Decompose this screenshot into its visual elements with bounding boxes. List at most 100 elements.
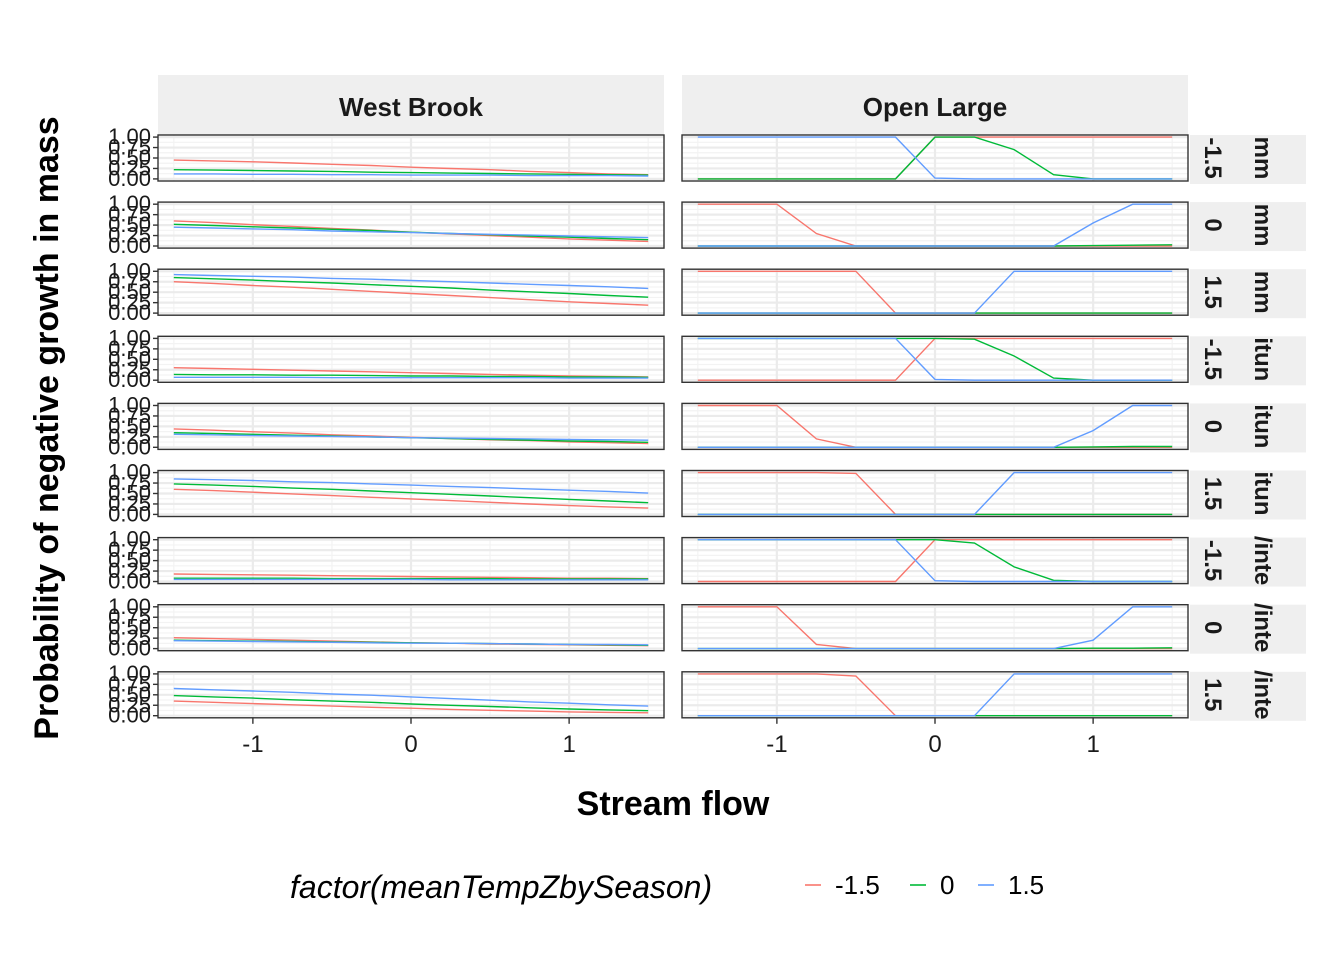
series-line-1_5 xyxy=(697,539,1173,583)
y-tick-label: 0.50 xyxy=(108,279,151,304)
chart-panels: 0.000.250.500.751.000.000.250.500.751.00… xyxy=(108,124,1189,728)
row-strip xyxy=(1190,537,1306,587)
series-line-1_5 xyxy=(697,404,1173,448)
panel xyxy=(681,604,1189,652)
row-strip xyxy=(1190,470,1306,520)
panel: 0.000.250.500.751.00 xyxy=(108,594,665,661)
y-tick-label: 0.50 xyxy=(108,212,151,237)
series-line-neg1_5 xyxy=(173,573,649,580)
row-strip xyxy=(1190,202,1306,252)
row-strip-season-label: /inte xyxy=(1249,536,1276,585)
row-strip-temp-label: 1.5 xyxy=(1199,276,1226,309)
series-line-1_5 xyxy=(173,687,649,707)
series-line-1_5 xyxy=(697,471,1173,516)
row-strip-season-label: mm xyxy=(1249,271,1276,314)
y-tick-label: 0.75 xyxy=(108,269,151,294)
y-tick-label: 0.00 xyxy=(108,636,151,661)
column-strip xyxy=(158,75,664,135)
row-strip-temp-label: 1.5 xyxy=(1199,678,1226,711)
panel-border xyxy=(681,469,1189,518)
y-tick-label: 1.00 xyxy=(108,325,151,350)
y-tick-label: 0.50 xyxy=(108,413,151,438)
y-tick-label: 0.75 xyxy=(108,537,151,562)
row-strip-season-label: mm xyxy=(1249,204,1276,247)
y-tick-label: 0.75 xyxy=(108,336,151,361)
y-tick-label: 0.00 xyxy=(108,703,151,728)
panel-border xyxy=(681,402,1189,451)
legend-label: 0 xyxy=(940,870,954,900)
series-line-1_5 xyxy=(697,136,1173,180)
panel-border xyxy=(681,201,1189,249)
y-tick-label: 0.00 xyxy=(108,367,151,392)
row-strip xyxy=(1190,403,1306,453)
panel: 0.000.250.500.751.00 xyxy=(108,661,665,728)
y-tick-label: 0.00 xyxy=(108,166,151,191)
y-tick-label: 0.25 xyxy=(108,424,151,449)
y-tick-label: 1.00 xyxy=(108,124,151,149)
panel-border xyxy=(681,134,1189,182)
panel: 0.000.250.500.751.00 xyxy=(108,191,665,258)
y-tick-label: 0.25 xyxy=(108,357,151,382)
series-line-1_5 xyxy=(697,203,1173,247)
y-tick-label: 0.75 xyxy=(108,671,151,696)
series-line-1_5 xyxy=(697,673,1173,717)
y-tick-label: 0.00 xyxy=(108,569,151,594)
y-tick-label: 0.25 xyxy=(108,692,151,717)
series-line-zero xyxy=(173,483,649,504)
x-tick-label: 0 xyxy=(928,731,941,758)
row-strip-season-label: itun xyxy=(1249,472,1276,516)
row-strip-season-label: itun xyxy=(1249,337,1276,381)
panel: 0.000.250.500.751.00 xyxy=(108,392,665,459)
series-line-neg1_5 xyxy=(173,367,649,378)
series-line-1_5 xyxy=(173,226,649,239)
x-tick-label: 0 xyxy=(404,731,417,758)
y-tick-label: 0.00 xyxy=(108,300,151,325)
panel: 0.000.250.500.751.00 xyxy=(108,124,665,191)
row-strip xyxy=(1190,269,1306,319)
series-line-1_5 xyxy=(173,478,649,494)
panel-border xyxy=(681,268,1189,316)
x-axis-title: Stream flow xyxy=(577,785,770,823)
y-tick-label: 1.00 xyxy=(108,460,151,485)
panel xyxy=(681,469,1189,518)
series-line-1_5 xyxy=(697,606,1173,650)
y-tick-label: 0.50 xyxy=(108,145,151,170)
y-tick-label: 0.00 xyxy=(108,233,151,258)
row-strip xyxy=(1190,604,1306,654)
legend-label: 1.5 xyxy=(1008,870,1044,900)
y-tick-label: 0.25 xyxy=(108,625,151,650)
series-line-zero xyxy=(173,276,649,298)
panel xyxy=(681,201,1189,249)
panel: 0.000.250.500.751.00 xyxy=(108,258,665,325)
series-line-zero xyxy=(173,577,649,580)
series-line-1_5 xyxy=(173,173,649,177)
panel xyxy=(681,671,1189,719)
column-strips: West Brook Open Large xyxy=(158,75,1188,135)
series-line-zero xyxy=(173,169,649,176)
y-tick-label: 0.50 xyxy=(108,481,151,506)
series-line-neg1_5 xyxy=(173,159,649,176)
y-tick-label: 1.00 xyxy=(108,392,151,417)
y-tick-label: 0.75 xyxy=(108,202,151,227)
series-line-neg1_5 xyxy=(173,700,649,714)
y-tick-label: 1.00 xyxy=(108,191,151,216)
row-strip xyxy=(1190,336,1306,386)
row-strip-season-label: /inte xyxy=(1249,603,1276,652)
y-tick-label: 0.25 xyxy=(108,223,151,248)
y-tick-label: 0.00 xyxy=(108,501,151,526)
x-tick-label: -1 xyxy=(242,731,263,758)
row-strip-temp-label: 1.5 xyxy=(1199,477,1226,510)
series-line-neg1_5 xyxy=(173,488,649,509)
row-strip-temp-label: 0 xyxy=(1199,621,1226,634)
y-tick-label: 0.75 xyxy=(108,135,151,160)
y-tick-label: 0.00 xyxy=(108,434,151,459)
y-tick-label: 0.75 xyxy=(108,403,151,428)
row-strip-temp-label: 0 xyxy=(1199,420,1226,433)
row-strip-season-label: mm xyxy=(1249,137,1276,180)
row-strip-temp-label: -1.5 xyxy=(1199,137,1226,178)
y-tick-label: 0.50 xyxy=(108,615,151,640)
panel xyxy=(681,335,1189,383)
row-strip xyxy=(1190,671,1306,721)
legend-title: factor(meanTempZbySeason) xyxy=(290,869,712,905)
row-strip-temp-label: -1.5 xyxy=(1199,540,1226,581)
